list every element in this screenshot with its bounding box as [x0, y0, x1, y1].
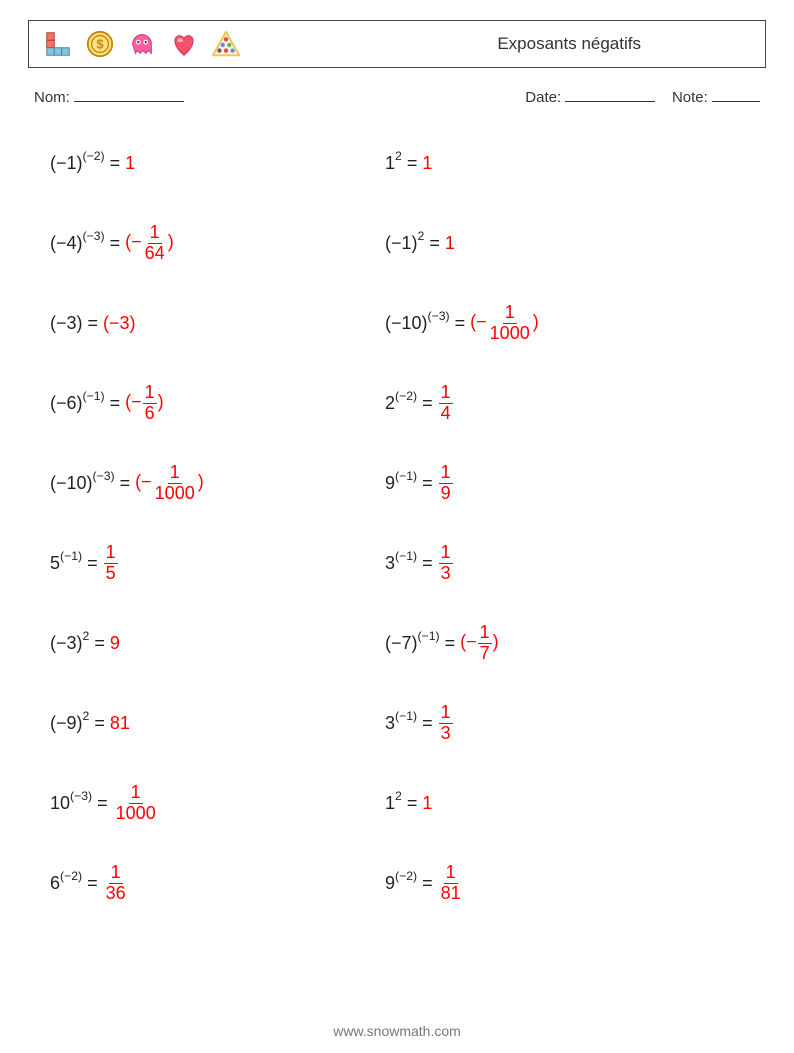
svg-text:$: $ [96, 37, 104, 52]
name-label: Nom: [34, 89, 70, 106]
date-label: Date: [525, 89, 561, 106]
problem-row: 12=1 [385, 780, 720, 826]
problem-expression: 12=1 [385, 794, 432, 812]
problem-expression: 3(−1)=13 [385, 543, 454, 583]
problem-row: 6(−2)=136 [50, 860, 385, 906]
problem-row: 5(−1)=15 [50, 540, 385, 586]
problem-expression: 9(−2)=181 [385, 863, 464, 903]
problem-expression: 12=1 [385, 154, 432, 172]
date-note-group: Date: Note: [525, 86, 760, 106]
problem-expression: (−7)(−1)=(−17) [385, 623, 499, 663]
problem-row: 2(−2)=14 [385, 380, 720, 426]
problem-row: (−7)(−1)=(−17) [385, 620, 720, 666]
problem-expression: 10(−3)=11000 [50, 783, 159, 823]
problem-expression: (−1)(−2)=1 [50, 154, 135, 172]
problem-row: (−9)2=81 [50, 700, 385, 746]
problem-row: 9(−1)=19 [385, 460, 720, 506]
problem-row: (−3)=(−3) [50, 300, 385, 346]
problem-expression: (−6)(−1)=(−16) [50, 383, 164, 423]
problem-expression: (−10)(−3)=(−11000) [50, 463, 204, 503]
problem-expression: (−4)(−3)=(−164) [50, 223, 174, 263]
problem-expression: 2(−2)=14 [385, 383, 454, 423]
problem-expression: (−3)2=9 [50, 634, 120, 652]
ghost-icon [127, 29, 157, 59]
footer-url: www.snowmath.com [0, 1023, 794, 1039]
problem-expression: 6(−2)=136 [50, 863, 129, 903]
name-field: Nom: [34, 86, 184, 106]
problem-row: (−3)2=9 [50, 620, 385, 666]
worksheet-page: $ [0, 0, 794, 1053]
problem-row: (−6)(−1)=(−16) [50, 380, 385, 426]
meta-row: Nom: Date: Note: [34, 86, 760, 106]
problem-expression: 3(−1)=13 [385, 703, 454, 743]
right-column: 12=1 (−1)2=1 (−10)(−3)=(−11000) 2(−2)=14 9(−… [385, 140, 720, 940]
problem-row: (−1)2=1 [385, 220, 720, 266]
problem-expression: (−9)2=81 [50, 714, 130, 732]
header-icon-row: $ [43, 29, 241, 59]
problem-row: 10(−3)=11000 [50, 780, 385, 826]
problem-row: 12=1 [385, 140, 720, 186]
date-blank [565, 86, 655, 102]
worksheet-title: Exposants négatifs [497, 34, 751, 54]
problem-expression: (−3)=(−3) [50, 314, 136, 332]
problem-row: 9(−2)=181 [385, 860, 720, 906]
header-box: $ [28, 20, 766, 68]
problems-grid: (−1)(−2)=1 (−4)(−3)=(−164) (−3)=(−3) (−6)(−… [50, 140, 766, 940]
billiard-icon [211, 29, 241, 59]
name-blank [74, 86, 184, 102]
problem-expression: (−1)2=1 [385, 234, 455, 252]
tetris-icon [43, 29, 73, 59]
problem-expression: 5(−1)=15 [50, 543, 119, 583]
coin-icon: $ [85, 29, 115, 59]
problem-row: 3(−1)=13 [385, 540, 720, 586]
problem-expression: (−10)(−3)=(−11000) [385, 303, 539, 343]
note-label: Note: [672, 89, 708, 106]
problem-row: (−1)(−2)=1 [50, 140, 385, 186]
problem-row: 3(−1)=13 [385, 700, 720, 746]
left-column: (−1)(−2)=1 (−4)(−3)=(−164) (−3)=(−3) (−6)(−… [50, 140, 385, 940]
problem-row: (−10)(−3)=(−11000) [50, 460, 385, 506]
problem-row: (−4)(−3)=(−164) [50, 220, 385, 266]
problem-expression: 9(−1)=19 [385, 463, 454, 503]
note-blank [712, 86, 760, 102]
heart-icon [169, 29, 199, 59]
problem-row: (−10)(−3)=(−11000) [385, 300, 720, 346]
